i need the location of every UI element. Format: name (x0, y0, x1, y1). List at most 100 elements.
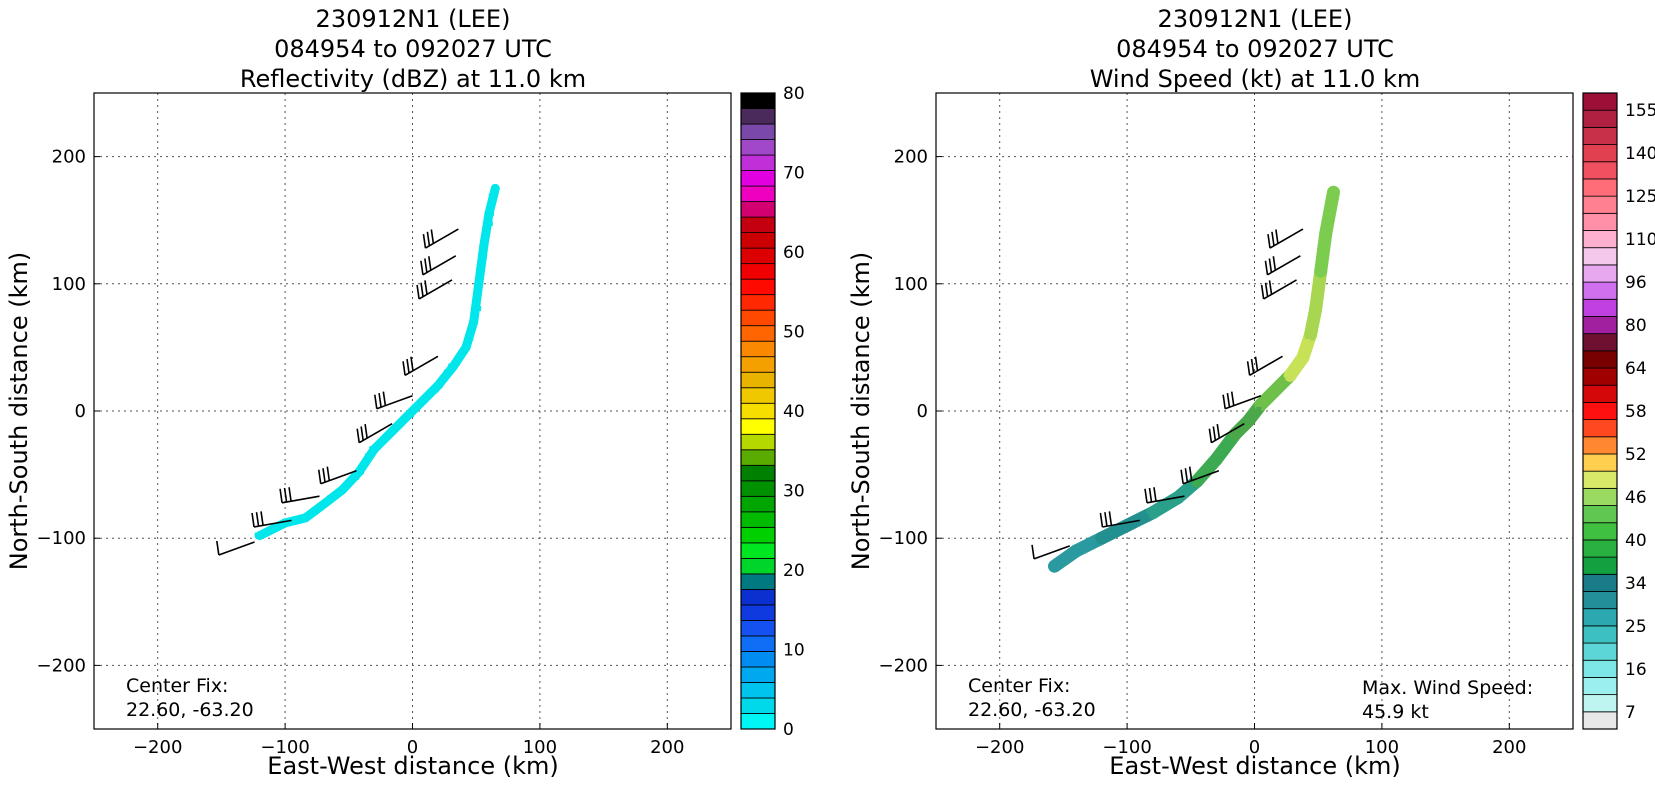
barb-feather (326, 466, 331, 481)
echo-pixel (488, 210, 494, 216)
colorbar-tick-label: 34 (1625, 574, 1647, 594)
barb-feather (382, 391, 387, 406)
colorbar-segment (1582, 419, 1618, 438)
wind-barb (279, 487, 320, 504)
colorbar-segment (1582, 126, 1618, 145)
echo-pixel (433, 387, 439, 393)
colorbar-segment (1582, 436, 1618, 455)
x-tick-label: 100 (523, 737, 557, 758)
colorbar-segment (1582, 333, 1618, 352)
echo-pixel (475, 293, 481, 299)
reflectivity-panel: 230912N1 (LEE) 084954 to 092027 UTC Refl… (5, 5, 805, 780)
wind-barb (1208, 423, 1245, 444)
barb-staff (1267, 255, 1301, 276)
panel-title-line-2: 084954 to 092027 UTC (274, 35, 552, 63)
colorbar-tick-label: 110 (1625, 230, 1655, 250)
panel-title-line-1: 230912N1 (LEE) (1158, 5, 1353, 33)
echo-pixel (1049, 563, 1055, 569)
colorbar-segment (740, 542, 776, 559)
wind-barb (1144, 487, 1185, 504)
echo-pixel (296, 516, 302, 522)
echo-pixel (1326, 216, 1332, 222)
barb-staff (281, 495, 320, 504)
colorbar-segment (740, 526, 776, 544)
echo-segment (369, 425, 398, 454)
colorbar-segment (740, 356, 776, 373)
colorbar-segment (740, 154, 776, 171)
barb-feather (1148, 487, 1153, 503)
barb-staff (418, 279, 453, 300)
colorbar-segment (1582, 625, 1618, 644)
barb-feather (422, 233, 427, 249)
colorbar-segment (1582, 539, 1618, 558)
wind-barb (1031, 544, 1071, 560)
echo-pixel (399, 418, 405, 424)
echo-pixel (1065, 552, 1071, 558)
echo-pixel (383, 433, 389, 439)
barb-feather (279, 488, 283, 503)
wind-barb (356, 423, 393, 444)
colorbar-segment (1582, 230, 1618, 249)
barb-feather (1230, 391, 1235, 406)
echo-pixel (1151, 509, 1157, 515)
barb-feather (420, 260, 424, 275)
colorbar-segment (740, 480, 776, 497)
echo-pixel (273, 524, 279, 530)
barb-staff (1224, 394, 1262, 410)
echo-pixel (1182, 488, 1188, 494)
echo-pixel (354, 474, 360, 480)
echo-pixel (468, 327, 474, 333)
barb-feather (1184, 468, 1189, 483)
wind-barb (216, 540, 255, 556)
echo-pixel (302, 514, 308, 520)
echo-pixel (1261, 397, 1267, 403)
echo-pixel (488, 193, 494, 199)
echo-pixel (254, 532, 260, 538)
wind-speed-panel: 230912N1 (LEE) 084954 to 092027 UTC Wind… (847, 5, 1655, 780)
echo-pixel (443, 369, 449, 375)
colorbar-segment (740, 387, 776, 404)
colorbar-segment (740, 682, 776, 699)
colorbar-segment (1582, 453, 1618, 472)
barb-feather (1254, 356, 1259, 371)
echo-pixel (1248, 412, 1254, 418)
barb-feather (260, 511, 264, 526)
barb-feather (255, 512, 260, 527)
colorbar-tick-label: 70 (783, 164, 805, 184)
echo-pixel (1125, 522, 1131, 528)
echo-pixel (1117, 526, 1123, 532)
wind-barb (402, 355, 439, 376)
echo-pixel (361, 461, 367, 467)
colorbar-segment (740, 170, 776, 187)
colorbar-segment (740, 573, 776, 590)
barb-feather (283, 487, 288, 503)
x-tick-label: −200 (975, 737, 1024, 758)
barb-staff (1033, 545, 1071, 560)
barb-staff (1210, 423, 1245, 444)
x-tick-label: 0 (407, 737, 418, 758)
echo-pixel (1226, 439, 1232, 445)
colorbar-segment (740, 713, 776, 730)
colorbar-segment (740, 402, 776, 420)
colorbar-segment (740, 325, 776, 342)
x-tick-label: 200 (1492, 737, 1526, 758)
barb-feather (1108, 511, 1113, 526)
wind-barb (1180, 466, 1220, 485)
colorbar-tick-label: 125 (1625, 187, 1655, 207)
echo-pixel (1232, 430, 1238, 436)
colorbar-segment (1582, 608, 1618, 627)
barb-feather (1275, 229, 1279, 244)
barb-staff (1269, 228, 1304, 249)
echo-pixel (397, 422, 403, 428)
barb-staff (358, 423, 393, 444)
echo-pixel (1098, 535, 1104, 541)
colorbar-segment (1582, 212, 1618, 231)
x-tick-label: −100 (1102, 737, 1151, 758)
wind-barb (373, 391, 413, 410)
colorbar-segment (740, 216, 776, 234)
y-tick-label: −200 (879, 655, 928, 676)
colorbar-tick-label: 10 (783, 641, 805, 661)
colorbar-segment (740, 588, 776, 606)
wind-barb (1099, 511, 1140, 528)
colorbar-tick-label: 40 (1625, 531, 1647, 551)
